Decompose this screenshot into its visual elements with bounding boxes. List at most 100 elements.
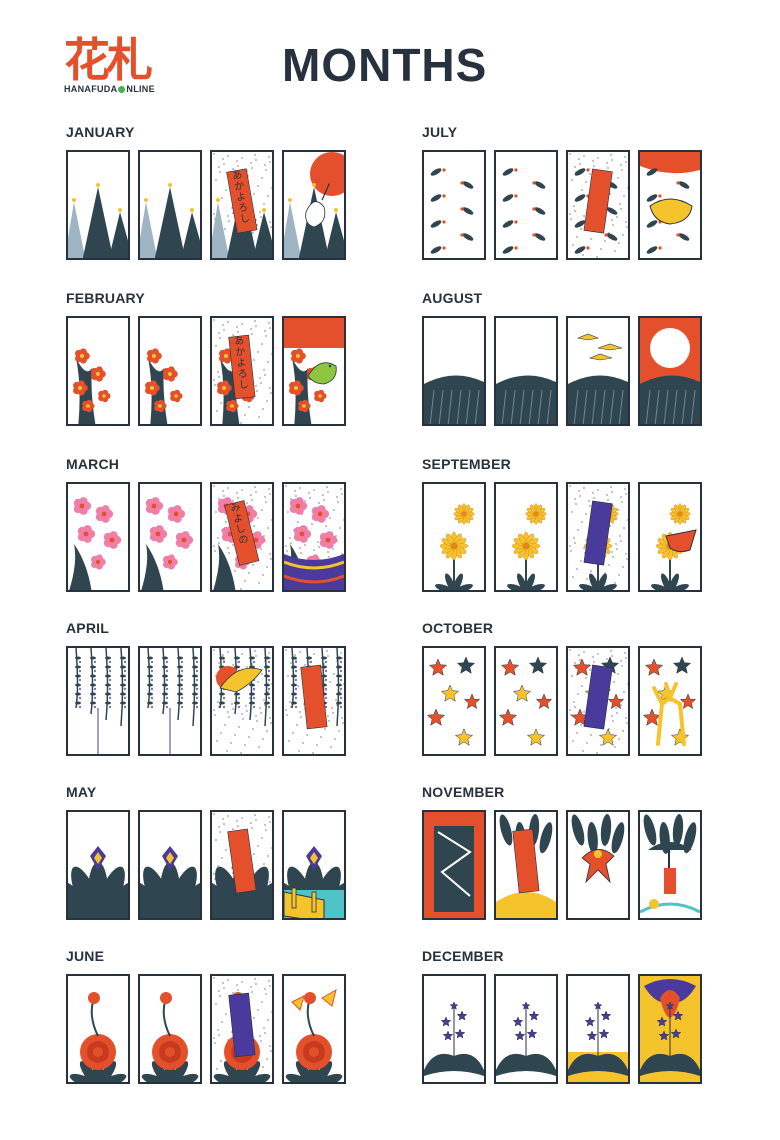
month-may: MAY: [66, 784, 346, 920]
card-chrysanthemum-art: [435, 503, 475, 590]
logo-dot-icon: [118, 86, 126, 94]
card-plum-ribbon-poem[interactable]: あかよろし: [210, 316, 274, 426]
card-row: [422, 974, 702, 1084]
card-paulownia-art: [496, 1001, 556, 1076]
card-pampas-geese-art: [568, 333, 628, 424]
card-plum[interactable]: [66, 316, 130, 426]
card-paulownia-yellow[interactable]: [566, 974, 630, 1084]
card-peony-butterflies[interactable]: [282, 974, 346, 1084]
card-iris-bridge-art: [284, 846, 344, 918]
card-willow-lightning[interactable]: [422, 810, 486, 920]
svg-text:し: し: [238, 378, 249, 391]
card-paulownia[interactable]: [422, 974, 486, 1084]
card-clover-ribbon[interactable]: [566, 150, 630, 260]
card-cherry-ribbon-poem[interactable]: みよしの: [210, 482, 274, 592]
card-willow-swallow[interactable]: [566, 810, 630, 920]
card-row: [422, 150, 702, 260]
card-iris[interactable]: [138, 810, 202, 920]
card-wisteria-cuckoo[interactable]: [210, 646, 274, 756]
card-plum-art: [73, 348, 111, 424]
card-peony-blue-ribbon[interactable]: [210, 974, 274, 1084]
month-label: DECEMBER: [422, 948, 504, 964]
card-willow-rain-man-art: [640, 814, 700, 914]
card-cherry[interactable]: [138, 482, 202, 592]
card-cherry[interactable]: [66, 482, 130, 592]
card-maple-deer[interactable]: [638, 646, 702, 756]
month-april: APRIL: [66, 620, 346, 756]
card-pampas[interactable]: [494, 316, 558, 426]
month-march: MARCH みよしの: [66, 456, 346, 592]
card-clover-boar[interactable]: [638, 150, 702, 260]
card-chrysanthemum-blue-ribbon[interactable]: [566, 482, 630, 592]
svg-text:か: か: [233, 179, 245, 193]
month-august: AUGUST: [422, 290, 702, 426]
card-pampas[interactable]: [422, 316, 486, 426]
logo-wordmark: HANAFUDA NLINE: [64, 84, 156, 94]
card-row: [422, 810, 702, 920]
card-wisteria-ribbon[interactable]: [282, 646, 346, 756]
card-willow-ribbon-art: [496, 814, 556, 918]
logo-text-left: HANAFUDA: [64, 84, 118, 94]
svg-text:し: し: [234, 522, 247, 536]
card-maple-blue-ribbon[interactable]: [566, 646, 630, 756]
card-pine[interactable]: [66, 150, 130, 260]
card-clover-art: [502, 168, 546, 254]
card-pine[interactable]: [138, 150, 202, 260]
month-label: APRIL: [66, 620, 109, 636]
card-pine-art: [140, 183, 200, 258]
card-pampas-geese[interactable]: [566, 316, 630, 426]
card-chrysanthemum-blue-ribbon-art: [569, 485, 628, 590]
svg-text:し: し: [239, 212, 251, 226]
card-peony[interactable]: [66, 974, 130, 1084]
card-plum-bush-warbler[interactable]: [282, 316, 346, 426]
card-row: [66, 810, 346, 920]
card-peony[interactable]: [138, 974, 202, 1084]
card-peony-blue-ribbon-art: [213, 977, 272, 1082]
card-maple[interactable]: [494, 646, 558, 756]
card-maple-art: [498, 656, 553, 746]
card-pampas-moon-art: [640, 318, 700, 424]
card-maple-deer-art: [642, 656, 697, 746]
card-wisteria[interactable]: [66, 646, 130, 756]
card-willow-swallow-art: [571, 814, 625, 884]
card-wisteria[interactable]: [138, 646, 202, 756]
card-iris[interactable]: [66, 810, 130, 920]
card-cherry-art: [141, 497, 194, 590]
card-maple[interactable]: [422, 646, 486, 756]
card-chrysanthemum[interactable]: [422, 482, 486, 592]
card-plum[interactable]: [138, 316, 202, 426]
card-row: あかよろし: [66, 316, 346, 426]
card-iris-art: [68, 846, 128, 918]
card-iris-ribbon[interactable]: [210, 810, 274, 920]
card-wisteria-ribbon-art: [285, 648, 344, 754]
month-october: OCTOBER: [422, 620, 702, 756]
month-label: JANUARY: [66, 124, 135, 140]
card-paulownia-phoenix[interactable]: [638, 974, 702, 1084]
card-chrysanthemum-sake-cup-art: [651, 503, 697, 590]
card-pine-crane-sun[interactable]: [282, 150, 346, 260]
card-clover[interactable]: [422, 150, 486, 260]
card-iris-bridge[interactable]: [282, 810, 346, 920]
card-row: [66, 974, 346, 1084]
card-chrysanthemum[interactable]: [494, 482, 558, 592]
card-plum-art: [145, 348, 183, 424]
svg-text:あ: あ: [234, 335, 245, 348]
card-paulownia[interactable]: [494, 974, 558, 1084]
card-clover[interactable]: [494, 150, 558, 260]
card-willow-rain-man[interactable]: [638, 810, 702, 920]
card-pampas-moon[interactable]: [638, 316, 702, 426]
month-label: FEBRUARY: [66, 290, 145, 306]
card-willow-ribbon[interactable]: [494, 810, 558, 920]
hanafuda-online-logo[interactable]: 花札 HANAFUDA NLINE: [64, 34, 156, 98]
card-cherry-curtain[interactable]: [282, 482, 346, 592]
card-row: [66, 646, 346, 756]
logo-text-right: NLINE: [126, 84, 155, 94]
card-pine-ribbon-poem[interactable]: あかよろし: [210, 150, 274, 260]
card-chrysanthemum-sake-cup[interactable]: [638, 482, 702, 592]
month-november: NOVEMBER: [422, 784, 702, 920]
card-row: あかよろし: [66, 150, 346, 260]
card-clover-art: [430, 168, 474, 254]
card-peony-art: [69, 992, 127, 1082]
